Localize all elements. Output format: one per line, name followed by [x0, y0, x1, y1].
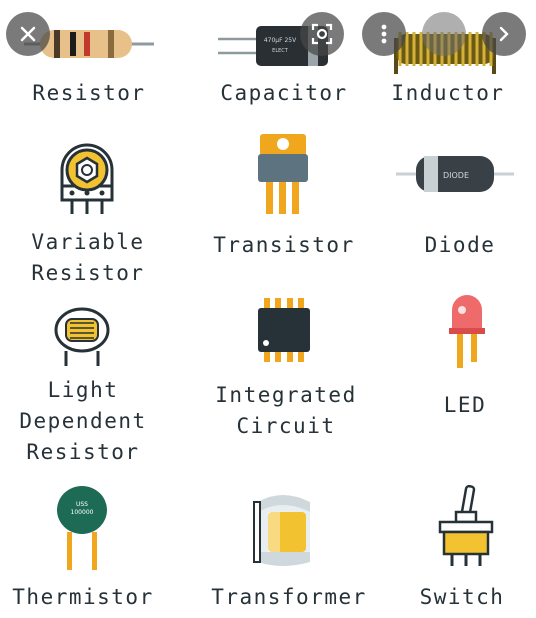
more-options-icon: [381, 24, 387, 44]
label-capacitor: Capacitor: [220, 81, 348, 105]
close-icon: [20, 26, 36, 42]
next-button[interactable]: [482, 12, 526, 56]
label-diode: Diode: [424, 233, 496, 257]
label-light-dependent-resistor: Light Dependent Resistor: [19, 378, 147, 464]
label-transistor: Transistor: [213, 233, 355, 257]
transformer-icon: [253, 495, 310, 566]
previous-button[interactable]: [422, 12, 466, 56]
led-icon: [449, 295, 485, 368]
label-switch: Switch: [419, 585, 505, 609]
svg-text:USS: USS: [76, 501, 88, 508]
integrated-circuit-icon: [258, 298, 310, 362]
label-thermistor: Thermistor: [12, 585, 154, 609]
potentiometer-icon: [60, 143, 114, 214]
label-transformer: Transformer: [211, 585, 367, 609]
ldr-icon: [54, 307, 110, 366]
transistor-icon: [258, 134, 308, 214]
svg-text:DIODE: DIODE: [443, 171, 469, 180]
thermistor-icon: USS 100000: [57, 486, 107, 570]
more-options-button[interactable]: [362, 12, 406, 56]
svg-text:100000: 100000: [71, 509, 94, 516]
visual-search-button[interactable]: [300, 12, 344, 56]
chevron-right-icon: [499, 26, 509, 42]
label-variable-resistor: Variable Resistor: [31, 230, 145, 285]
resistor-icon: [24, 30, 154, 58]
label-resistor: Resistor: [32, 81, 146, 105]
close-button[interactable]: [6, 12, 50, 56]
label-led: LED: [443, 393, 487, 417]
visual-search-icon: [311, 23, 333, 45]
svg-text:ELECT: ELECT: [272, 48, 289, 54]
label-inductor: Inductor: [391, 81, 505, 105]
svg-text:470μF 25V: 470μF 25V: [264, 37, 297, 44]
switch-icon: [438, 484, 494, 566]
label-integrated-circuit: Integrated Circuit: [215, 383, 357, 438]
diode-icon: DIODE: [396, 156, 514, 192]
